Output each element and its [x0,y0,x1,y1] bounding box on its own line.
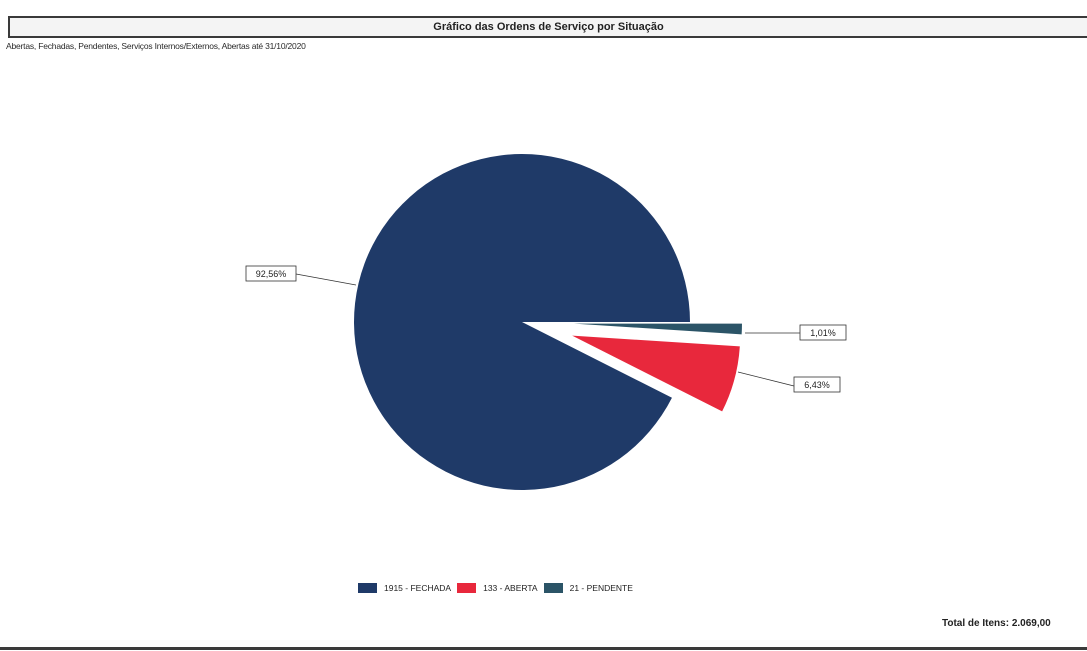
legend-swatch-pendente [543,583,563,593]
legend-label-aberta: 133 - ABERTA [483,583,538,593]
legend-swatch-aberta [457,583,477,593]
pie-slice-fechada [354,153,690,490]
chart-title: Gráfico das Ordens de Serviço por Situaç… [8,16,1087,38]
legend-item-pendente: 21 - PENDENTE [543,583,633,593]
chart-legend: 1915 - FECHADA 133 - ABERTA 21 - PENDENT… [358,583,639,593]
data-label-box-pendente [799,324,847,341]
data-labels: 92,56% 1,01% 6,43% [245,265,847,393]
data-label-fechada: 92,56% [256,269,287,279]
legend-label-fechada: 1915 - FECHADA [384,583,452,593]
leader-line-aberta [737,371,795,387]
legend-label-pendente: 21 - PENDENTE [569,583,633,593]
legend-item-aberta: 133 - ABERTA [457,583,538,593]
pie-slice-aberta [572,335,740,412]
bottom-divider [0,647,1087,650]
data-label-box-fechada [245,265,297,282]
legend-swatch-fechada [358,583,377,593]
data-label-box-aberta [793,376,841,393]
pie-chart: 92,56% 1,01% 6,43% [245,153,847,490]
data-label-aberta: 6,43% [804,380,830,390]
chart-subtitle: Abertas, Fechadas, Pendentes, Serviços I… [6,41,306,51]
pie-slices [354,153,742,490]
legend-item-fechada: 1915 - FECHADA [358,583,451,593]
leader-line-fechada [295,273,357,286]
total-items: Total de Itens: 2.069,00 [942,618,1051,629]
data-label-pendente: 1,01% [810,328,836,338]
pie-slice-pendente [573,323,742,335]
